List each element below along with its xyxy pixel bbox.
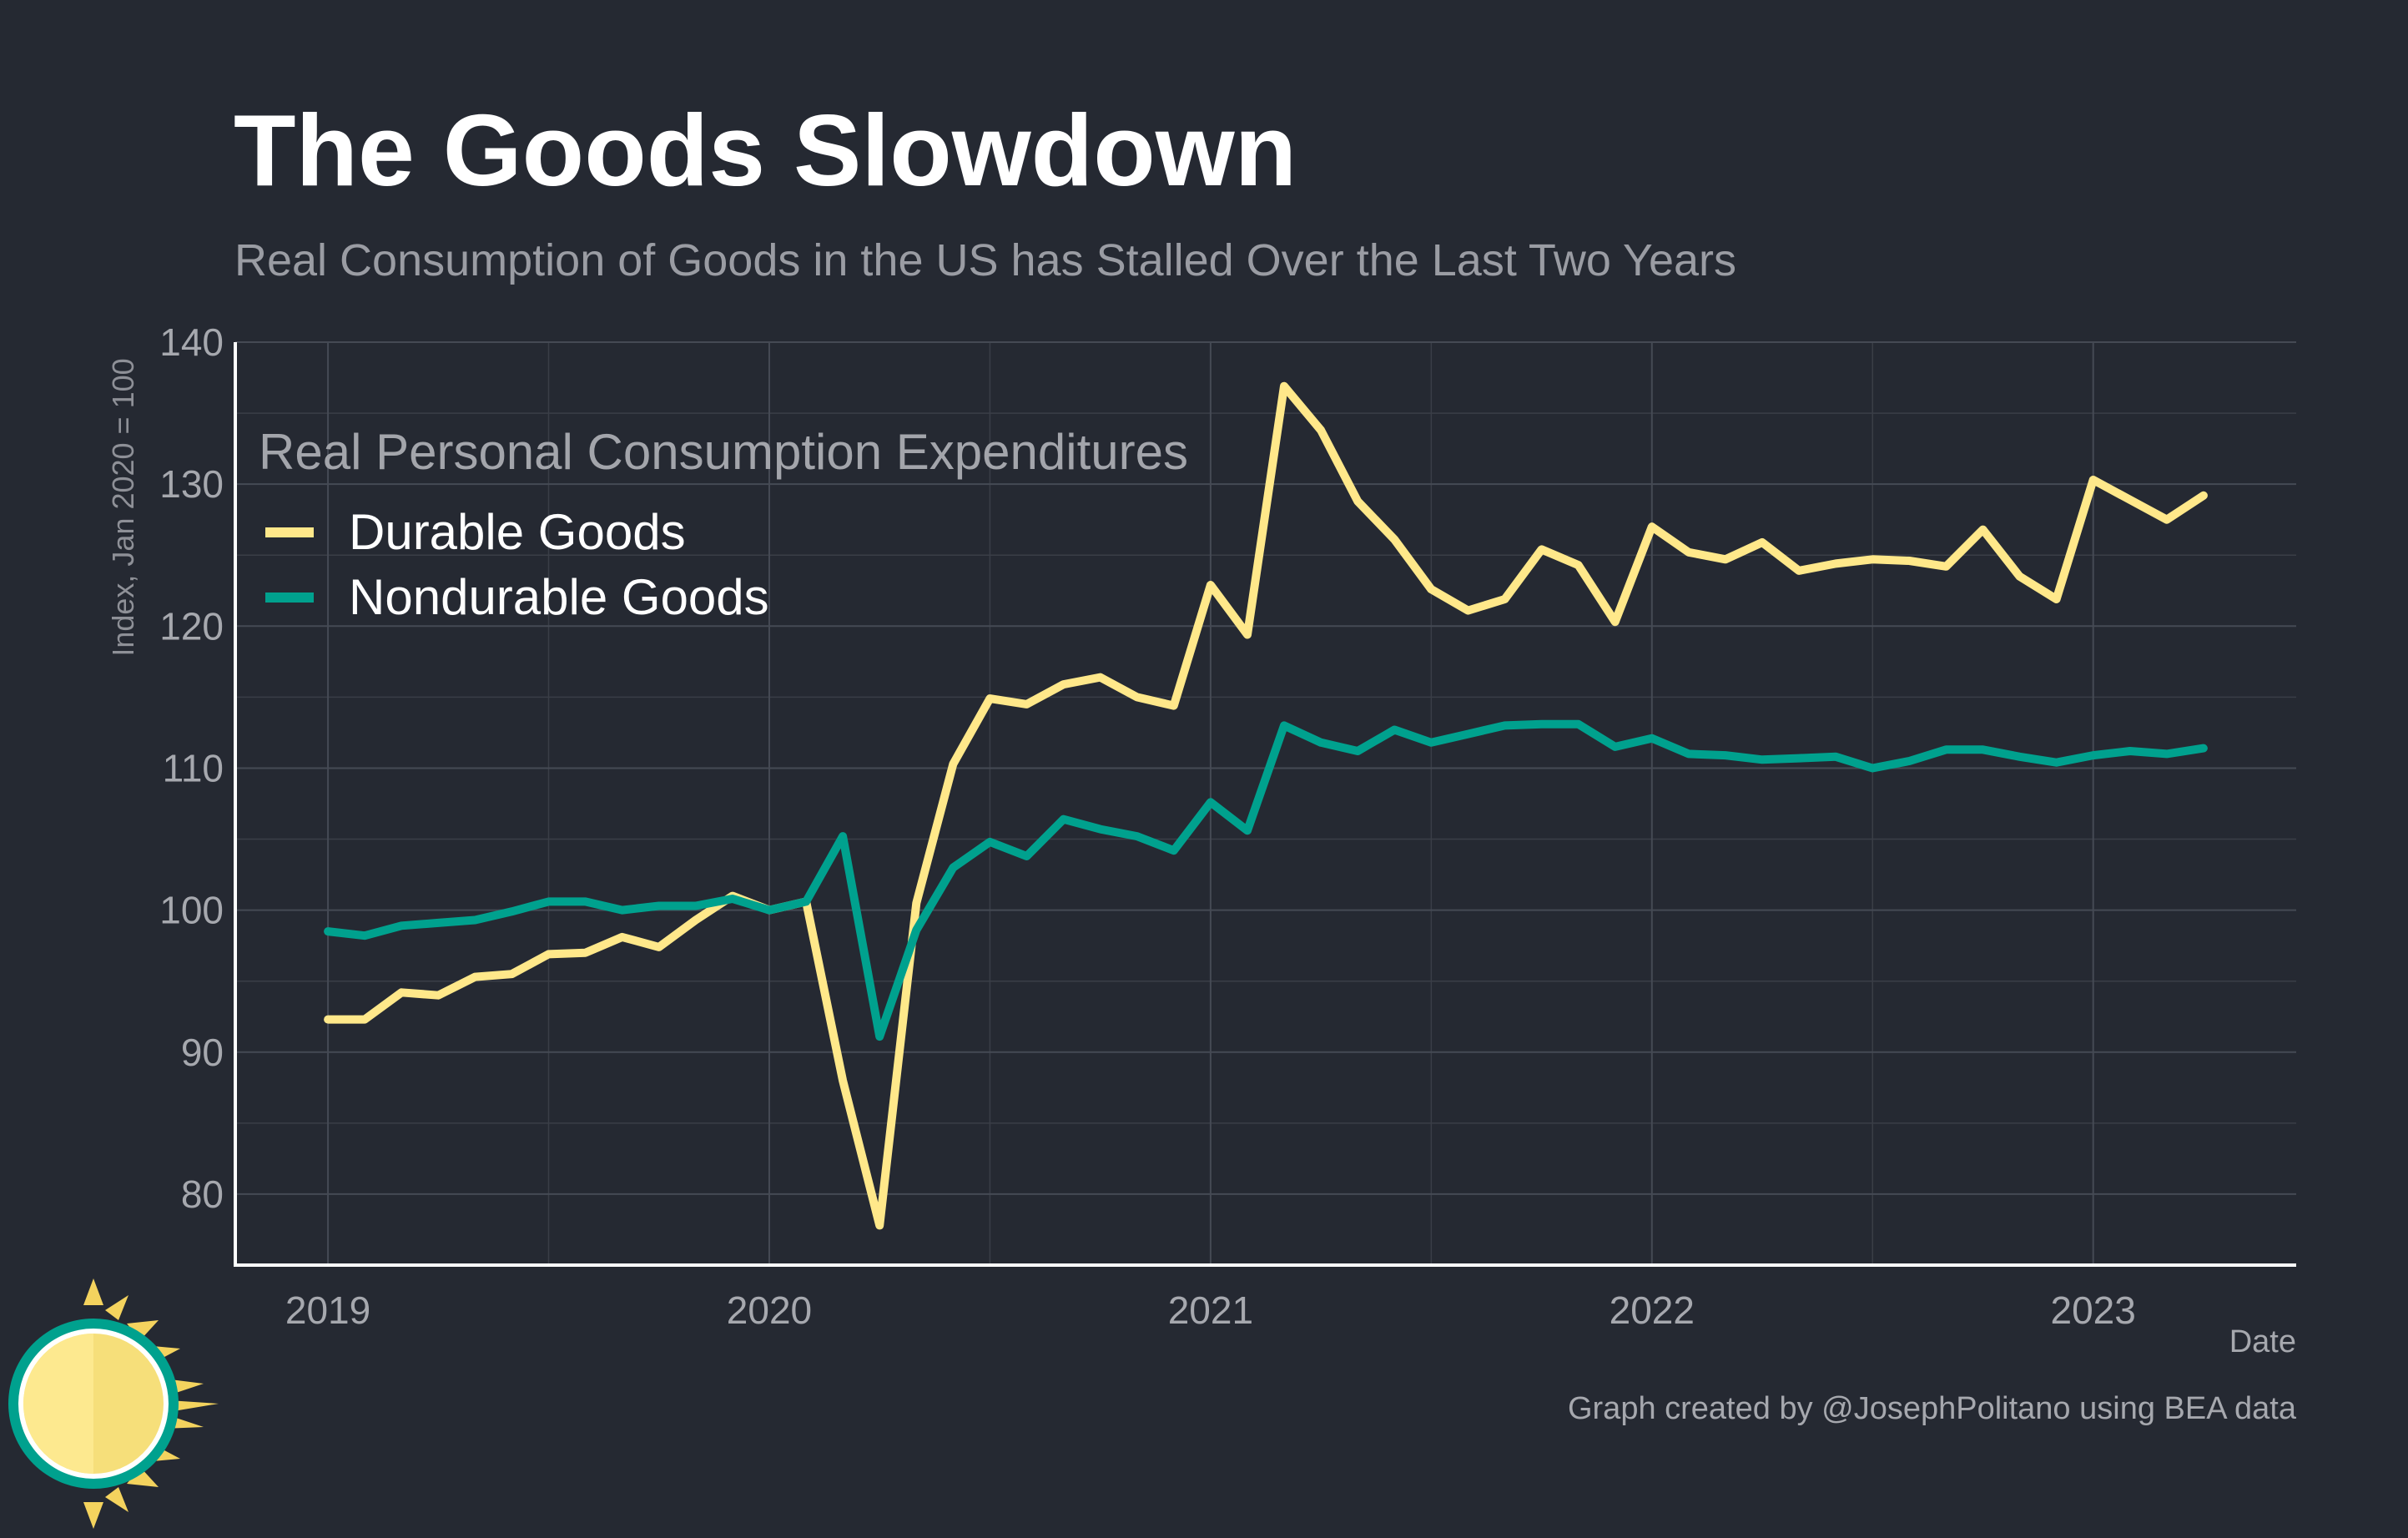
y-tick-label: 110 [163,746,224,789]
y-tick-label: 140 [159,320,224,364]
caption: Graph created by @JosephPolitano using B… [1568,1391,2297,1426]
x-tick-label: 2020 [727,1288,812,1332]
x-tick-label: 2022 [1610,1288,1695,1332]
x-tick-label: 2023 [2051,1288,2136,1332]
x-tick-label: 2019 [285,1288,370,1332]
y-tick-label: 100 [159,889,224,932]
chart-subtitle: Real Consumption of Goods in the US has … [234,235,1736,285]
legend: Real Personal Consumption Expenditures D… [259,424,1188,625]
y-tick-label: 130 [159,462,224,506]
legend-label-durable: Durable Goods [349,504,686,560]
y-tick-label: 80 [181,1172,224,1216]
y-axis-label: Index, Jan 2020 = 100 [106,358,140,656]
series-line-durable-goods [324,381,2208,1230]
series-line-nondurable-goods [324,719,2208,1041]
y-tick-label: 90 [181,1031,224,1074]
x-axis-label: Date [2229,1324,2296,1359]
legend-title: Real Personal Consumption Expenditures [259,424,1188,480]
legend-label-nondurable: Nondurable Goods [349,569,769,625]
y-tick-label: 120 [159,604,224,648]
chart-title: The Goods Slowdown [234,93,1297,207]
plot-area: 80 90 100 110 120 130 140 2019 2020 2021 2022 2023 [159,320,2296,1332]
x-tick-label: 2021 [1168,1288,1253,1332]
sun-logo-icon [8,1278,219,1529]
